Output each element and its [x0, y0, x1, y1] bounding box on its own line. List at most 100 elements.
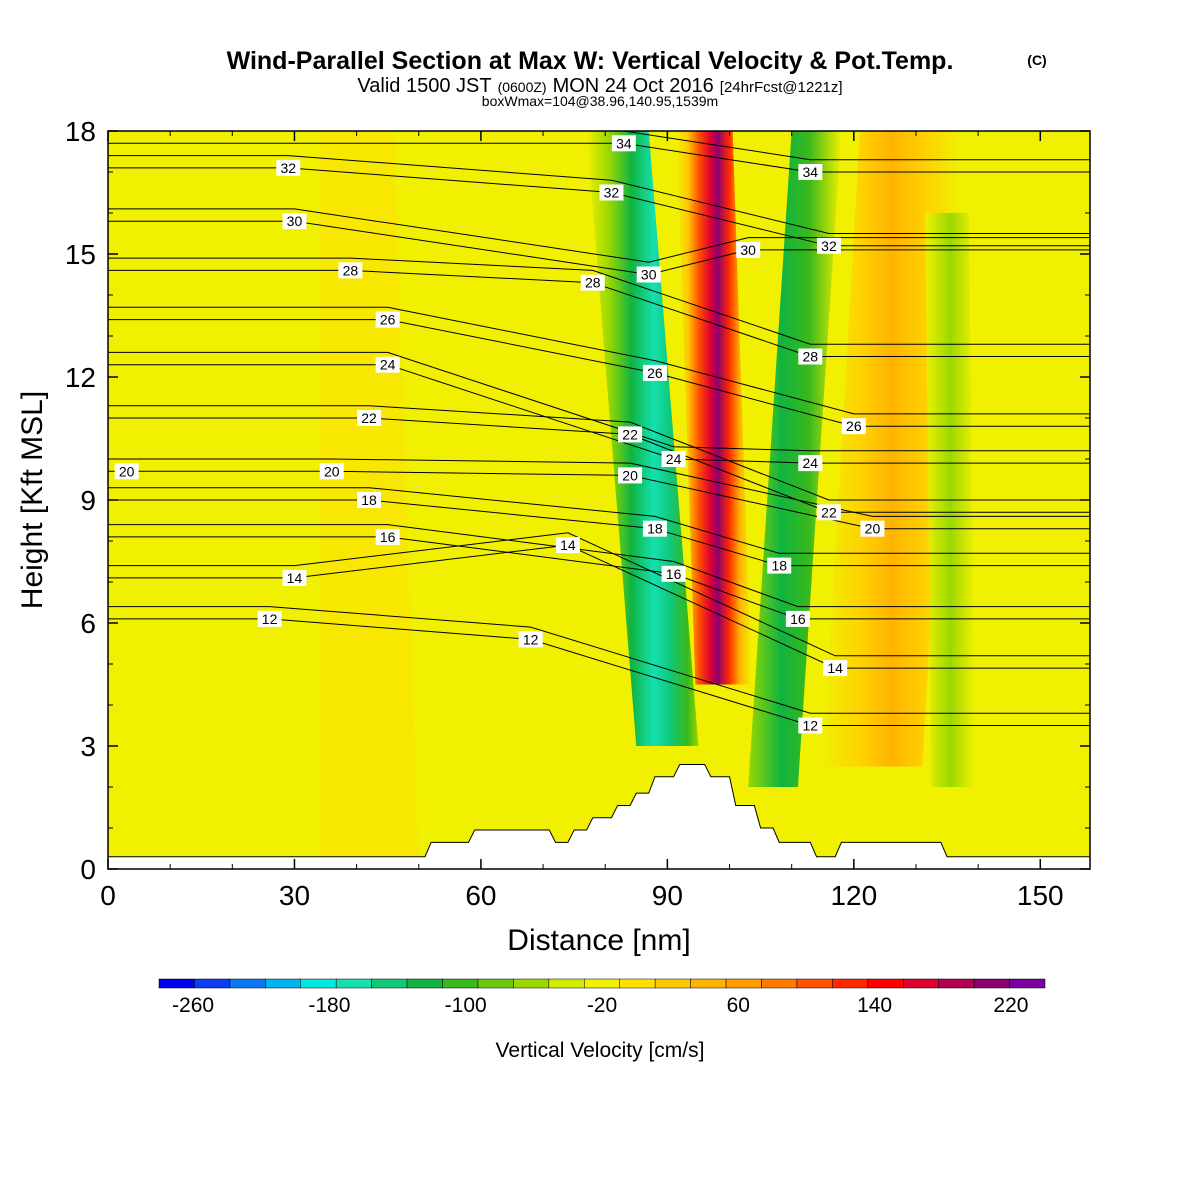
svg-text:12: 12 — [803, 718, 819, 734]
colorbar-swatch — [902, 978, 939, 989]
contour-label: 30 — [282, 213, 307, 230]
svg-text:28: 28 — [803, 349, 819, 365]
colorbar-swatch — [832, 978, 869, 989]
contour-label: 28 — [338, 262, 363, 279]
colorbar-tick-label: -180 — [308, 994, 350, 1017]
colorbar-swatch — [796, 978, 833, 989]
svg-text:20: 20 — [324, 463, 340, 479]
contour-label: 16 — [661, 565, 686, 582]
theta-contour-minor — [108, 208, 1090, 263]
colorbar-swatch — [973, 978, 1010, 989]
svg-text:26: 26 — [647, 365, 663, 381]
contour-label: 12 — [798, 717, 823, 734]
contour-label: 26 — [642, 364, 667, 381]
theta-contour-minor — [108, 606, 1090, 714]
svg-text:18: 18 — [647, 521, 663, 537]
x-tick-label: 150 — [1017, 880, 1064, 911]
contour-label: 32 — [599, 184, 624, 201]
contour-label: 24 — [798, 455, 823, 472]
x-tick-label: 90 — [652, 880, 683, 911]
y-tick-label: 9 — [80, 485, 96, 516]
svg-text:14: 14 — [560, 537, 576, 553]
svg-text:20: 20 — [622, 467, 638, 483]
colorbar-tick-label: -100 — [445, 994, 487, 1017]
contour-label: 14 — [823, 660, 848, 677]
plot-area: 12 12 12 14 14 14 16 16 16 18 18 18 20 20 20 20 22 22 22 24… — [108, 131, 1090, 869]
x-tick-label: 60 — [465, 880, 496, 911]
colorbar-swatch — [548, 978, 585, 989]
svg-text:32: 32 — [604, 185, 620, 201]
colorbar-swatch — [371, 978, 408, 989]
svg-text:24: 24 — [803, 455, 819, 471]
chart-title: Wind-Parallel Section at Max W: Vertical… — [227, 47, 954, 75]
svg-text:32: 32 — [280, 160, 296, 176]
contour-label: 30 — [636, 266, 661, 283]
contour-label: 16 — [375, 528, 400, 545]
colorbar-swatch — [654, 978, 691, 989]
colorbar-swatch — [584, 978, 620, 989]
contour-label: 12 — [257, 610, 282, 627]
contour-label: 20 — [319, 463, 344, 480]
theta-contour-minor — [108, 257, 1090, 345]
svg-text:18: 18 — [361, 492, 377, 508]
theta-contour-minor — [108, 306, 1090, 415]
y-tick-label: 15 — [65, 239, 96, 270]
contour-label: 20 — [114, 463, 139, 480]
colorbar-tick-label: 220 — [993, 994, 1028, 1017]
svg-text:16: 16 — [666, 566, 682, 582]
contour-label: 28 — [580, 274, 605, 291]
contour-label: 12 — [518, 631, 543, 648]
contour-label: 24 — [661, 451, 686, 467]
svg-text:22: 22 — [821, 504, 837, 520]
contour-label: 26 — [841, 418, 866, 435]
svg-text:34: 34 — [803, 164, 819, 180]
colorbar-swatch — [477, 978, 514, 989]
valid-zulu: (0600Z) — [498, 79, 547, 95]
y-tick-label: 6 — [80, 608, 96, 639]
colorbar-swatch — [1009, 978, 1046, 989]
contour-label: 18 — [357, 492, 382, 508]
svg-text:24: 24 — [380, 357, 396, 373]
theta-contour-minor — [108, 458, 1090, 517]
x-tick-label: 30 — [279, 880, 310, 911]
svg-text:28: 28 — [585, 275, 601, 291]
y-axis: 0 3 6 9 12 15 18 — [65, 116, 1090, 885]
theta-contour-minor — [108, 524, 1090, 608]
colorbar-swatch — [442, 978, 479, 989]
theta-contour-minor — [108, 351, 1090, 452]
contour-label: 34 — [611, 135, 636, 152]
contour-labels: 12 12 12 14 14 14 16 16 16 18 18 18 20 20 20 20 22 22 22 24… — [114, 135, 885, 734]
colorbar-label: Vertical Velocity [cm/s] — [496, 1039, 705, 1062]
contour-label: 22 — [357, 410, 382, 426]
contour-label: 26 — [375, 311, 400, 328]
y-axis-label: Height [Kft MSL] — [16, 391, 49, 609]
contour-label: 14 — [282, 569, 307, 586]
colorbar-swatch — [406, 978, 443, 989]
colorbar-swatch — [867, 978, 904, 989]
contour-label: 30 — [736, 241, 761, 258]
svg-text:30: 30 — [641, 267, 657, 283]
chart-title-tag: (C) — [1027, 52, 1046, 68]
colorbar-swatch — [158, 978, 195, 989]
contour-label: 22 — [618, 426, 643, 443]
colorbar-swatch — [229, 978, 266, 989]
velocity-feature-0 — [676, 131, 752, 685]
valid-date: MON 24 Oct 2016 — [553, 75, 714, 97]
velocity-feature-3 — [822, 131, 960, 767]
x-tick-label: 120 — [830, 880, 877, 911]
colorbar-swatch — [513, 978, 550, 989]
theta-contour-34 — [108, 142, 1090, 173]
colorbar-swatch — [725, 978, 762, 989]
x-tick-label: 0 — [100, 880, 116, 911]
svg-text:28: 28 — [343, 262, 359, 278]
theta-contour-minor — [108, 155, 1090, 234]
theta-contour-minor — [108, 487, 1090, 554]
x-axis-label: Distance [nm] — [507, 924, 690, 957]
valid-time-line: Valid 1500 JST (0600Z) MON 24 Oct 2016 [24h… — [357, 75, 842, 97]
colorbar-tick-label: -20 — [587, 994, 617, 1017]
contour-label: 28 — [798, 348, 823, 365]
colorbar-swatch — [335, 978, 372, 989]
svg-text:12: 12 — [262, 611, 278, 627]
colorbar-swatch — [690, 978, 727, 989]
